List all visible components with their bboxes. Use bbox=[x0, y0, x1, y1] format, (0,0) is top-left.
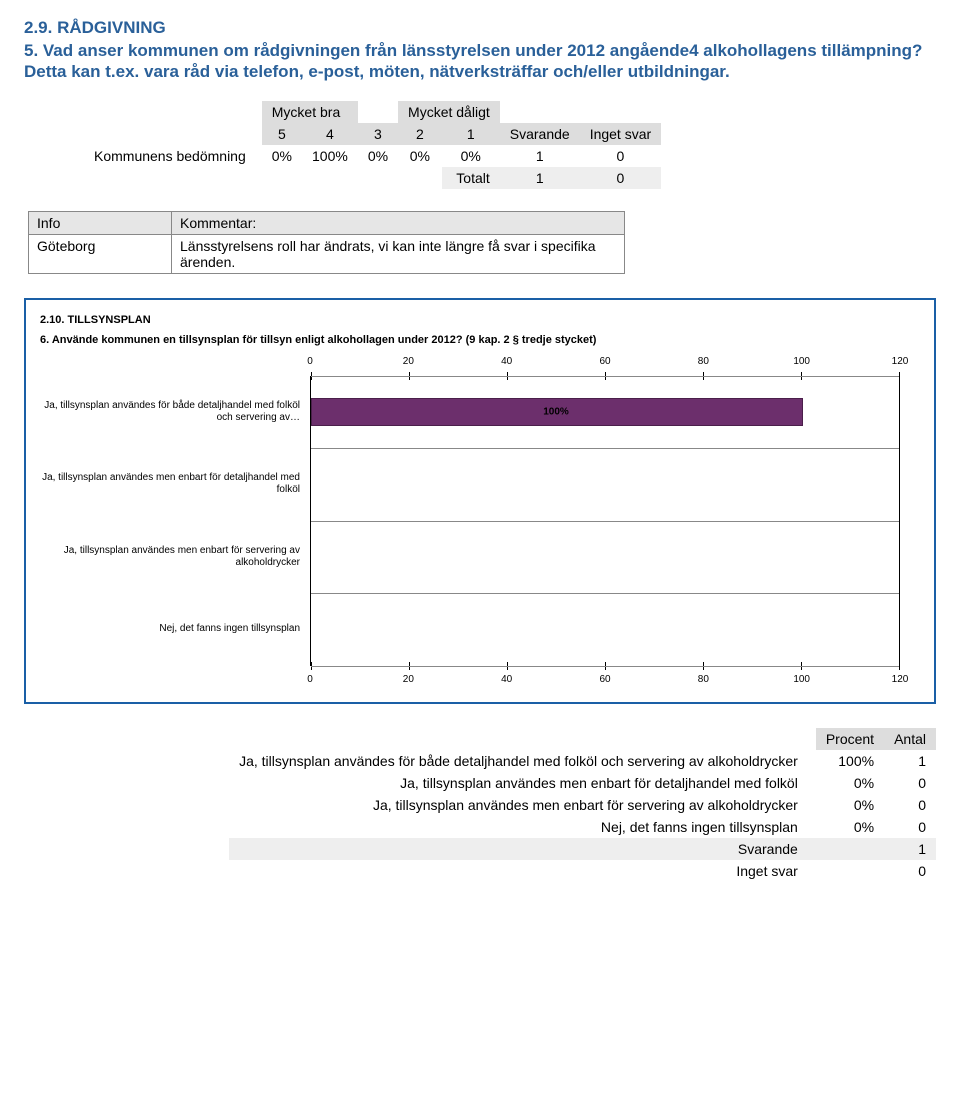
category-label: Ja, tillsynsplan användes för både detal… bbox=[40, 400, 300, 424]
col-antal: Antal bbox=[884, 728, 936, 750]
col-inget: Inget svar bbox=[580, 123, 661, 145]
result-row-label: Nej, det fanns ingen tillsynsplan bbox=[229, 816, 816, 838]
scale-4: 4 bbox=[302, 123, 358, 145]
x-tick-label: 100 bbox=[793, 356, 810, 367]
category-label: Ja, tillsynsplan användes men enbart för… bbox=[40, 545, 300, 569]
total-svarande: 1 bbox=[500, 167, 580, 189]
svarande-label: Svarande bbox=[229, 838, 816, 860]
chart-canvas: 020406080100120 100% Ja, tillsynsplan an… bbox=[310, 354, 900, 694]
x-tick-label: 60 bbox=[599, 356, 610, 367]
result-row-label: Ja, tillsynsplan användes för både detal… bbox=[229, 750, 816, 772]
likert-cell: 1 bbox=[500, 145, 580, 167]
result-cell: 100% bbox=[816, 750, 884, 772]
result-cell: 0 bbox=[884, 794, 936, 816]
chart-area: 100% bbox=[310, 376, 900, 666]
total-label: Totalt bbox=[442, 167, 500, 189]
result-cell: 0 bbox=[884, 816, 936, 838]
bar-value-label: 100% bbox=[543, 406, 569, 417]
chart-section-title: 2.10. TILLSYNSPLAN bbox=[40, 314, 920, 326]
result-cell: 0% bbox=[816, 816, 884, 838]
x-tick-label: 120 bbox=[892, 356, 909, 367]
x-tick-label: 80 bbox=[698, 356, 709, 367]
x-tick-label: 40 bbox=[501, 356, 512, 367]
svarande-val: 1 bbox=[884, 838, 936, 860]
x-tick-label: 80 bbox=[698, 674, 709, 685]
result-row-label: Ja, tillsynsplan användes men enbart för… bbox=[229, 772, 816, 794]
chart-box: 2.10. TILLSYNSPLAN 6. Använde kommunen e… bbox=[24, 298, 936, 704]
likert-cell: 0% bbox=[442, 145, 500, 167]
inget-val: 0 bbox=[884, 860, 936, 882]
comment-h1: Info bbox=[29, 211, 172, 234]
comment-text: Länsstyrelsens roll har ändrats, vi kan … bbox=[172, 234, 625, 273]
results-table: Procent Antal Ja, tillsynsplan användes … bbox=[229, 728, 936, 882]
likert-right-header: Mycket dåligt bbox=[398, 101, 500, 123]
likert-cell: 0% bbox=[262, 145, 302, 167]
inget-label: Inget svar bbox=[229, 860, 816, 882]
likert-left-header: Mycket bra bbox=[262, 101, 358, 123]
col-svarande: Svarande bbox=[500, 123, 580, 145]
x-tick-label: 120 bbox=[892, 674, 909, 685]
section-title: 2.9. RÅDGIVNING bbox=[24, 18, 936, 38]
result-row-label: Ja, tillsynsplan användes men enbart för… bbox=[229, 794, 816, 816]
x-tick-label: 40 bbox=[501, 674, 512, 685]
comment-table: Info Kommentar: Göteborg Länsstyrelsens … bbox=[28, 211, 625, 274]
x-tick-label: 20 bbox=[403, 674, 414, 685]
result-cell: 0 bbox=[884, 772, 936, 794]
category-label: Ja, tillsynsplan användes men enbart för… bbox=[40, 472, 300, 496]
x-axis-bottom: 020406080100120 bbox=[310, 672, 900, 694]
scale-2: 2 bbox=[398, 123, 442, 145]
question-text: 5. Vad anser kommunen om rådgivningen fr… bbox=[24, 40, 936, 83]
comment-h2: Kommentar: bbox=[172, 211, 625, 234]
category-label: Nej, det fanns ingen tillsynsplan bbox=[40, 623, 300, 635]
likert-cell: 0 bbox=[580, 145, 661, 167]
likert-cell: 100% bbox=[302, 145, 358, 167]
likert-cell: 0% bbox=[398, 145, 442, 167]
chart-question: 6. Använde kommunen en tillsynsplan för … bbox=[40, 334, 920, 346]
comment-city: Göteborg bbox=[29, 234, 172, 273]
x-tick-label: 100 bbox=[793, 674, 810, 685]
result-cell: 1 bbox=[884, 750, 936, 772]
result-cell: 0% bbox=[816, 794, 884, 816]
y-axis-labels: Ja, tillsynsplan användes för både detal… bbox=[40, 376, 300, 666]
col-procent: Procent bbox=[816, 728, 884, 750]
likert-table: Mycket bra Mycket dåligt 5 4 3 2 1 Svara… bbox=[84, 101, 661, 189]
x-tick-label: 60 bbox=[599, 674, 610, 685]
x-tick-label: 20 bbox=[403, 356, 414, 367]
x-tick-label: 0 bbox=[307, 356, 313, 367]
scale-1: 1 bbox=[442, 123, 500, 145]
x-tick-label: 0 bbox=[307, 674, 313, 685]
scale-5: 5 bbox=[262, 123, 302, 145]
result-cell: 0% bbox=[816, 772, 884, 794]
scale-3: 3 bbox=[358, 123, 398, 145]
likert-cell: 0% bbox=[358, 145, 398, 167]
total-inget: 0 bbox=[580, 167, 661, 189]
likert-row-label: Kommunens bedömning bbox=[84, 145, 262, 167]
